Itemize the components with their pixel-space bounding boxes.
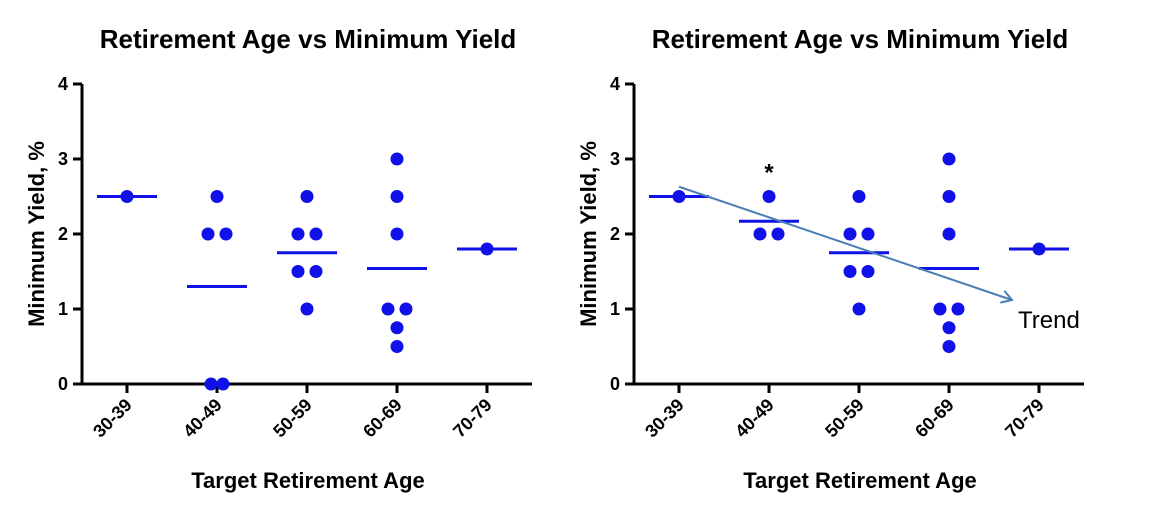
data-point (201, 227, 215, 241)
trend-label: Trend (1018, 307, 1080, 334)
data-point (771, 227, 785, 241)
data-point (291, 227, 305, 241)
y-tick-label: 2 (58, 224, 68, 244)
data-point (861, 227, 875, 241)
data-point (399, 302, 413, 316)
data-point (381, 302, 395, 316)
y-tick-label: 3 (58, 149, 68, 169)
trend-line (678, 185, 1013, 301)
significance-star: * (764, 160, 774, 187)
data-point (942, 321, 956, 335)
data-point (309, 265, 323, 278)
data-point (942, 227, 956, 241)
y-tick-label: 1 (58, 299, 68, 319)
data-point (309, 227, 323, 241)
x-tick-label: 30-39 (89, 395, 136, 442)
y-tick-label: 4 (610, 74, 620, 94)
data-point (390, 227, 404, 241)
data-point (762, 190, 776, 203)
data-point (753, 227, 767, 241)
data-point (933, 302, 947, 316)
left-chart: Retirement Age vs Minimum Yield 0 1 2 3 4 30-3… (0, 0, 560, 516)
data-point (861, 265, 875, 278)
data-point (852, 190, 866, 203)
y-axis-label: Minimum Yield, % (576, 141, 601, 327)
x-tick-label: 40-49 (179, 395, 226, 442)
x-tick-label: 70-79 (449, 395, 496, 442)
data-point (390, 321, 404, 335)
data-point (942, 152, 956, 166)
y-axis-label: Minimum Yield, % (24, 141, 49, 327)
x-tick-label: 50-59 (269, 395, 316, 442)
y-tick-label: 0 (610, 374, 620, 394)
data-point (390, 340, 404, 353)
data-point (219, 227, 233, 241)
data-point (300, 302, 314, 316)
x-axis-label: Target Retirement Age (743, 468, 977, 493)
data-point (951, 302, 965, 316)
data-point (942, 340, 956, 353)
y-tick-label: 3 (610, 149, 620, 169)
data-point (291, 265, 305, 278)
data-point (843, 227, 857, 241)
x-tick-label: 40-49 (731, 395, 778, 442)
x-tick-label: 70-79 (1001, 395, 1048, 442)
x-axis-label: Target Retirement Age (191, 468, 425, 493)
x-tick-label: 60-69 (359, 395, 406, 442)
data-point (210, 190, 224, 203)
data-point (390, 190, 404, 203)
data-point (204, 377, 218, 391)
data-point (852, 302, 866, 316)
x-tick-label: 30-39 (641, 395, 688, 442)
data-point (300, 190, 314, 203)
left-chart-svg: Retirement Age vs Minimum Yield 0 1 2 3 4 30-3… (24, 24, 532, 493)
data-point (942, 190, 956, 203)
y-tick-label: 0 (58, 374, 68, 394)
data-point (843, 265, 857, 278)
x-tick-label: 50-59 (821, 395, 868, 442)
chart-title: Retirement Age vs Minimum Yield (652, 24, 1069, 54)
chart-title: Retirement Age vs Minimum Yield (100, 24, 517, 54)
x-tick-label: 60-69 (911, 395, 958, 442)
right-chart-svg: Retirement Age vs Minimum Yield 0 1 2 3 4 30-3… (576, 24, 1084, 493)
right-chart: Retirement Age vs Minimum Yield 0 1 2 3 4 30-3… (552, 0, 1112, 516)
data-point (216, 377, 230, 391)
data-point (390, 152, 404, 166)
trend-arrowhead (1000, 290, 1014, 304)
y-tick-label: 1 (610, 299, 620, 319)
y-tick-label: 2 (610, 224, 620, 244)
y-tick-label: 4 (58, 74, 68, 94)
